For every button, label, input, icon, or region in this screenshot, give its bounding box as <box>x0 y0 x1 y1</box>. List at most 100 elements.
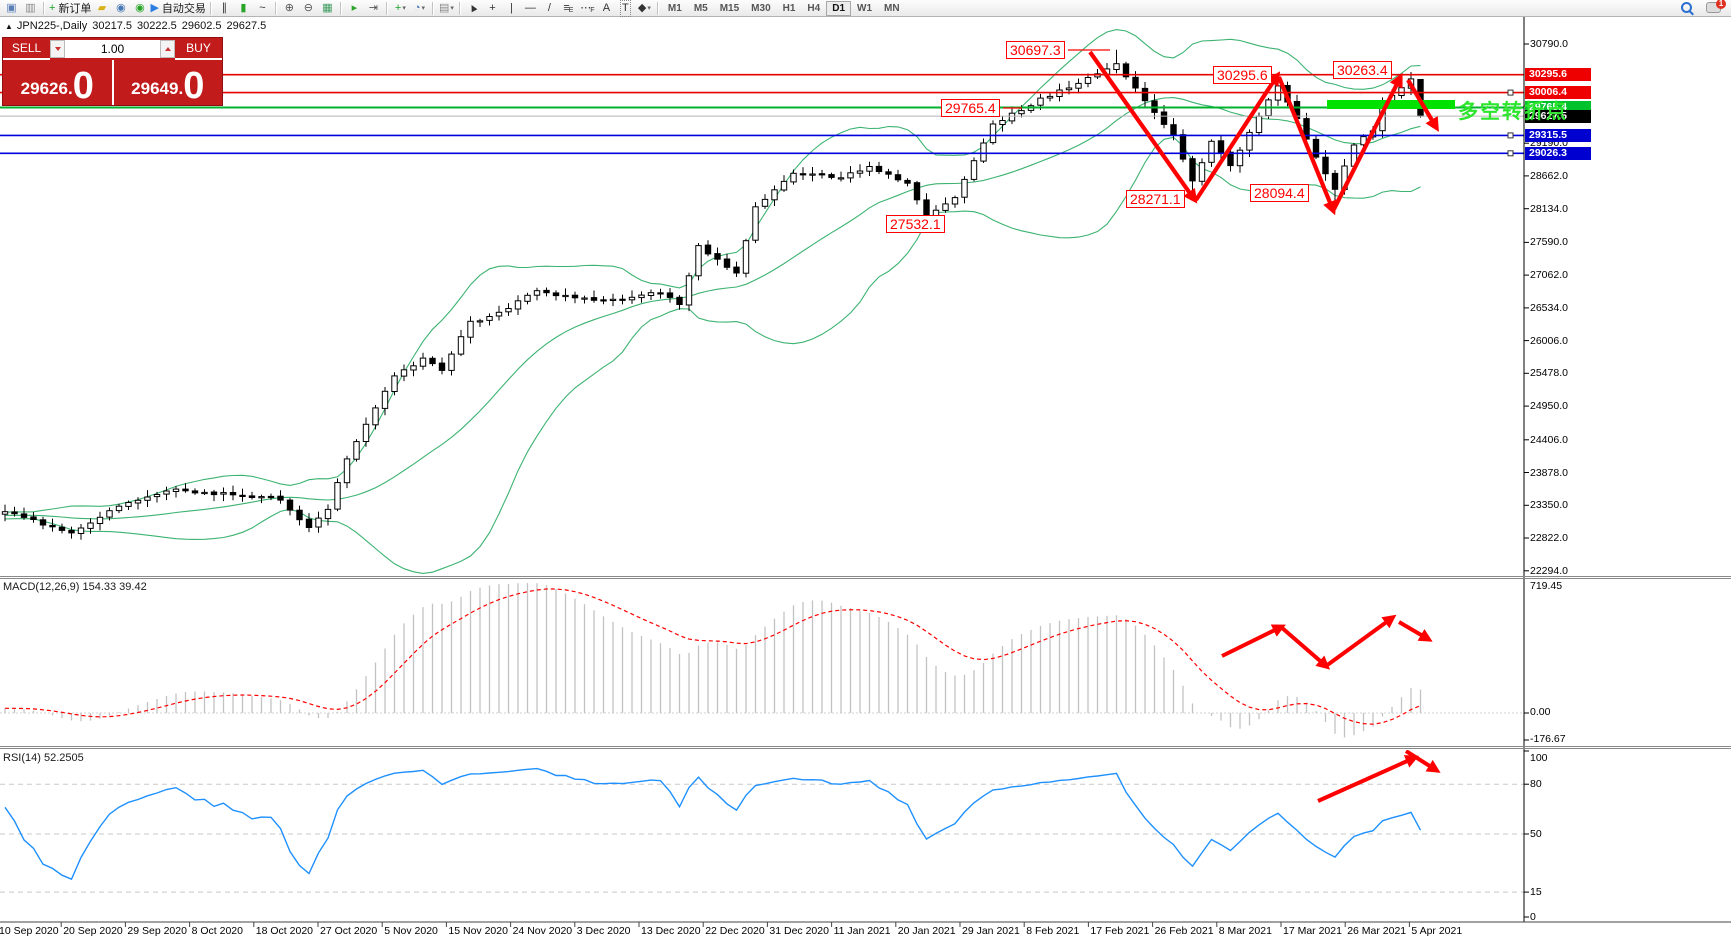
candle <box>153 491 161 503</box>
timeframe-m15[interactable]: M15 <box>719 2 740 14</box>
timeframe-m1[interactable]: M1 <box>667 2 682 14</box>
trend-arrow[interactable] <box>1332 72 1403 210</box>
tile-windows-icon[interactable]: ▦ <box>319 1 336 16</box>
macd-arrow[interactable] <box>1279 625 1331 670</box>
templates-button[interactable]: ▤ ▾ <box>438 1 455 16</box>
candle <box>676 295 683 310</box>
profile-icon[interactable]: ◉ <box>112 1 129 16</box>
macd-arrow[interactable] <box>1397 620 1433 642</box>
candle <box>894 169 902 183</box>
timeframe-m30[interactable]: M30 <box>751 2 771 14</box>
sell-price[interactable]: 29626. 0 <box>3 60 112 105</box>
volume-increase-button[interactable] <box>160 40 175 58</box>
candle <box>334 478 341 512</box>
timeframe-h4[interactable]: H4 <box>807 2 821 14</box>
candle <box>305 513 313 533</box>
new-order-button[interactable]: + 新订单 <box>49 1 91 16</box>
arrows-button[interactable]: ◆ ▾ <box>636 1 653 16</box>
trend-arrow[interactable] <box>1277 76 1337 216</box>
indicators-button[interactable]: + ▾ <box>392 1 409 16</box>
candle <box>353 439 360 462</box>
trend-arrow[interactable] <box>1406 78 1439 132</box>
chart-shift-icon: ⇥ <box>368 1 379 14</box>
candle <box>296 505 303 526</box>
candle <box>144 490 151 508</box>
vertical-line-icon[interactable]: | <box>503 1 520 16</box>
rsi-arrow[interactable] <box>1317 755 1419 803</box>
candle <box>495 305 503 321</box>
bollinger-middle-band <box>4 97 1421 520</box>
macd-arrow[interactable] <box>1324 614 1397 668</box>
fibonacci-icon: ⋯ <box>580 1 592 14</box>
eraser-icon[interactable]: ▰ <box>93 1 110 16</box>
volume-input[interactable]: 1.00 <box>65 40 160 58</box>
volume-decrease-button[interactable] <box>50 40 65 58</box>
equidistant-channel-icon[interactable]: ≡ E <box>560 1 577 16</box>
crosshair-icon: + <box>489 1 496 14</box>
trend-arrow[interactable] <box>1194 71 1281 202</box>
buy-button[interactable]: BUY <box>175 38 222 60</box>
candle <box>866 161 873 176</box>
candle <box>277 490 284 504</box>
chevron-down-icon[interactable]: ▾ <box>402 5 406 12</box>
timeframe-mn[interactable]: MN <box>884 2 900 14</box>
zoom-out-icon[interactable]: ⊖ <box>300 1 317 16</box>
tick-chart-icon[interactable]: ▥ <box>22 1 39 16</box>
horizontal-line-icon[interactable]: — <box>522 1 539 16</box>
auto-scroll-icon[interactable]: ▸ <box>346 1 363 16</box>
chevron-down-icon[interactable]: ▾ <box>647 5 651 12</box>
note-annotation[interactable]: 多空转折点 <box>1458 101 1568 123</box>
candle <box>980 138 987 164</box>
chevron-down-icon[interactable]: ▾ <box>450 5 454 12</box>
text-icon[interactable]: A <box>598 1 615 16</box>
timeframe-d1[interactable]: D1 <box>826 0 852 16</box>
line-handle[interactable] <box>1507 132 1514 139</box>
candle <box>315 511 322 533</box>
chart-window-icon[interactable]: ▣ <box>3 1 20 16</box>
candle <box>609 293 617 307</box>
line-handle[interactable] <box>1507 150 1514 157</box>
toolbar-separator <box>339 1 342 15</box>
crosshair-icon[interactable]: + <box>484 1 501 16</box>
candle <box>486 313 493 326</box>
candle <box>391 372 398 396</box>
signal-icon[interactable]: ◉ <box>131 1 148 16</box>
candle <box>134 497 142 510</box>
candle <box>96 511 104 531</box>
sell-button[interactable]: SELL <box>3 38 50 60</box>
trendline-icon[interactable]: / <box>541 1 558 16</box>
toolbar-separator <box>43 1 45 15</box>
timeframe-w1[interactable]: W1 <box>857 2 873 14</box>
sell-price-int: 29626 <box>20 79 68 98</box>
candle <box>210 489 218 502</box>
zoom-in-icon: ⊕ <box>284 1 295 14</box>
candle <box>989 120 997 145</box>
candle <box>790 169 797 185</box>
collapse-icon[interactable]: ▲ <box>5 22 13 31</box>
notification-badge: 1 <box>1716 0 1726 9</box>
rsi-arrow[interactable] <box>1404 750 1441 773</box>
auto-trading-button[interactable]: ▶ 自动交易 <box>150 1 205 16</box>
buy-price[interactable]: 29649. 0 <box>111 60 223 105</box>
highlight-bar[interactable] <box>1327 100 1455 109</box>
timeframe-h1[interactable]: H1 <box>782 2 796 14</box>
trend-arrow[interactable] <box>1088 50 1198 204</box>
zoom-in-icon[interactable]: ⊕ <box>281 1 298 16</box>
bar-chart-icon[interactable]: ∥ <box>216 1 233 16</box>
chart-shift-icon[interactable]: ⇥ <box>365 1 382 16</box>
fibonacci-icon[interactable]: ⋯ F <box>579 1 596 16</box>
line-chart-icon[interactable]: ~ <box>254 1 271 16</box>
periods-button[interactable]: ◔ ▾ <box>411 1 428 16</box>
cursor-icon[interactable]: ▲ <box>465 0 482 16</box>
notifications-icon[interactable]: 1 <box>1706 0 1726 13</box>
candle <box>961 176 968 204</box>
chevron-down-icon[interactable]: ▾ <box>421 5 425 12</box>
search-icon[interactable] <box>1681 2 1692 13</box>
line-handle[interactable] <box>1507 89 1514 96</box>
text-label-icon[interactable]: T <box>617 0 634 17</box>
macd-arrow[interactable] <box>1221 624 1286 658</box>
candle <box>286 498 294 516</box>
candlestick-chart-icon[interactable]: ▮ <box>235 1 252 16</box>
timeframe-m5[interactable]: M5 <box>693 2 708 14</box>
